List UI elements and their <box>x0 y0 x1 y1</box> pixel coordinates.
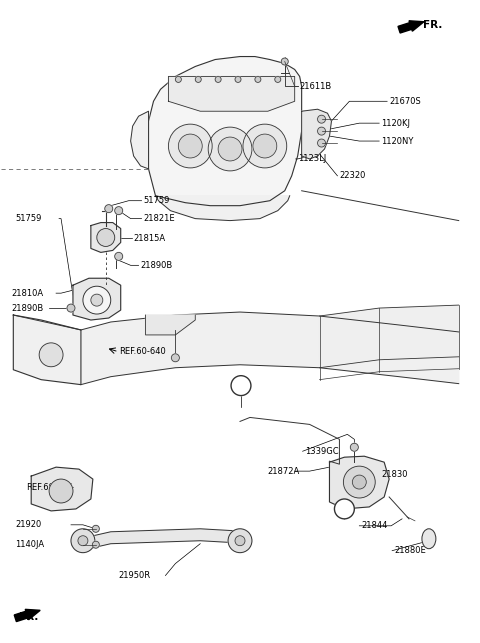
Text: A: A <box>341 504 348 513</box>
Circle shape <box>208 127 252 171</box>
Circle shape <box>39 343 63 367</box>
Circle shape <box>243 124 287 168</box>
Text: 51759: 51759 <box>144 196 170 205</box>
Circle shape <box>67 304 75 312</box>
Text: 21830: 21830 <box>381 469 408 478</box>
Circle shape <box>231 376 251 395</box>
Polygon shape <box>329 457 389 509</box>
Text: 1140JA: 1140JA <box>15 540 45 549</box>
Circle shape <box>91 294 103 306</box>
Polygon shape <box>73 278 120 320</box>
Circle shape <box>92 525 99 532</box>
Text: 21890B: 21890B <box>12 303 44 312</box>
Polygon shape <box>156 195 290 221</box>
Text: 1120KJ: 1120KJ <box>381 119 410 128</box>
Text: 22320: 22320 <box>339 171 366 180</box>
Circle shape <box>105 204 113 213</box>
Text: 21920: 21920 <box>15 520 42 529</box>
FancyArrow shape <box>398 21 424 33</box>
Polygon shape <box>320 305 459 368</box>
Text: FR.: FR. <box>423 20 442 30</box>
Text: 21880E: 21880E <box>394 546 426 555</box>
Circle shape <box>235 77 241 82</box>
Circle shape <box>115 206 123 215</box>
Text: 1339GC: 1339GC <box>305 447 338 456</box>
Circle shape <box>171 354 180 362</box>
Circle shape <box>195 77 201 82</box>
Circle shape <box>350 443 358 451</box>
Text: 21872A: 21872A <box>268 467 300 476</box>
Text: REF.60-640: REF.60-640 <box>119 347 166 356</box>
Polygon shape <box>148 57 301 206</box>
Circle shape <box>275 77 281 82</box>
Text: A: A <box>238 381 244 390</box>
Polygon shape <box>31 467 93 511</box>
Circle shape <box>343 466 375 498</box>
Polygon shape <box>168 77 295 111</box>
Text: 21821E: 21821E <box>144 214 175 223</box>
Polygon shape <box>13 315 81 385</box>
Text: 21950R: 21950R <box>119 571 151 580</box>
Circle shape <box>281 58 288 65</box>
Circle shape <box>335 499 354 519</box>
Text: 21815A: 21815A <box>133 234 166 243</box>
Polygon shape <box>301 109 332 159</box>
Text: FR.: FR. <box>19 612 39 622</box>
Circle shape <box>83 286 111 314</box>
Circle shape <box>318 127 325 135</box>
Circle shape <box>255 77 261 82</box>
Circle shape <box>215 77 221 82</box>
Text: 21670S: 21670S <box>389 97 421 106</box>
Circle shape <box>168 124 212 168</box>
Circle shape <box>318 115 325 123</box>
Circle shape <box>49 479 73 503</box>
Text: 21810A: 21810A <box>12 289 44 298</box>
Circle shape <box>179 134 202 158</box>
Circle shape <box>175 77 181 82</box>
Circle shape <box>115 253 123 260</box>
Text: REF.60-624: REF.60-624 <box>26 482 73 491</box>
Text: 21844: 21844 <box>361 521 388 530</box>
Polygon shape <box>145 315 195 335</box>
Circle shape <box>235 536 245 546</box>
Text: 1120NY: 1120NY <box>381 136 414 145</box>
Polygon shape <box>91 222 120 253</box>
Text: 1123LJ: 1123LJ <box>298 154 326 163</box>
Text: 51759: 51759 <box>15 214 42 223</box>
Polygon shape <box>89 529 235 548</box>
FancyArrow shape <box>14 610 40 622</box>
Circle shape <box>352 475 366 489</box>
Polygon shape <box>131 111 148 169</box>
Circle shape <box>97 228 115 246</box>
Circle shape <box>78 536 88 546</box>
Circle shape <box>253 134 277 158</box>
Circle shape <box>92 541 99 548</box>
Circle shape <box>218 137 242 161</box>
Circle shape <box>71 529 95 552</box>
Text: 21611B: 21611B <box>300 82 332 91</box>
Polygon shape <box>81 312 459 385</box>
Circle shape <box>318 139 325 147</box>
Ellipse shape <box>422 529 436 548</box>
Circle shape <box>228 529 252 552</box>
Text: 21890B: 21890B <box>141 261 173 270</box>
